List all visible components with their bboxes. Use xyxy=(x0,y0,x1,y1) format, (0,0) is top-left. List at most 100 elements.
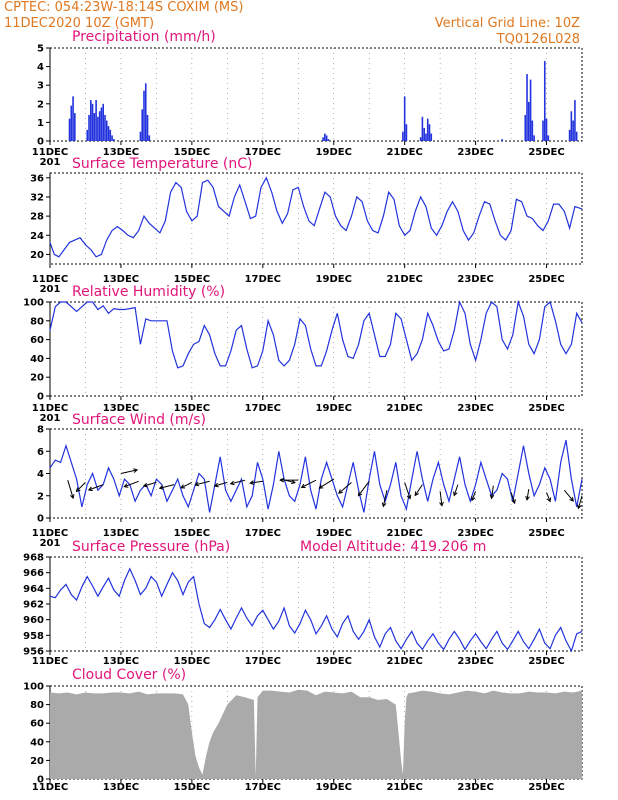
pressure-xtick-label: 17DEC xyxy=(245,656,281,667)
wind-arrow-shaft xyxy=(453,484,459,496)
pressure-frame xyxy=(49,556,583,652)
cloud-panel: 0 20 40 60 80 100 11DEC 13DEC 15DEC 17DEC 19DEC 21D… xyxy=(23,667,583,793)
wind-arrow-shaft xyxy=(120,469,138,474)
precip-bar xyxy=(425,133,427,141)
rh-xtick-label: 19DEC xyxy=(316,403,352,414)
wind-arrow-head xyxy=(511,499,516,505)
wind-arrow-shaft xyxy=(439,491,443,506)
wind-arrow-head xyxy=(142,482,148,488)
cloud-xtick-label: 17DEC xyxy=(245,782,281,793)
wind-arrow-shaft xyxy=(404,482,411,499)
precip-ytick-label: 5 xyxy=(37,44,44,55)
rh-series-line xyxy=(49,299,583,369)
wind-arrow xyxy=(279,477,299,483)
precip-bar xyxy=(547,135,550,141)
wind-arrow xyxy=(338,482,352,494)
precip-bar xyxy=(403,96,406,141)
wind-arrow xyxy=(249,480,263,485)
rh-xtick-label: 15DEC xyxy=(174,403,210,414)
precip-ytick-label: 4 xyxy=(37,62,44,73)
wind-arrow xyxy=(280,478,296,485)
wind-arrow xyxy=(563,489,574,502)
wind-arrow-shaft xyxy=(319,478,334,489)
precip-bar xyxy=(141,109,144,141)
wind-arrow-shaft xyxy=(195,480,210,486)
precip-bar xyxy=(107,126,110,141)
cloud-xtick-label: 25DEC xyxy=(528,782,564,793)
wind-arrow-head xyxy=(194,481,200,487)
precip-bar xyxy=(89,100,92,141)
wind-ytick-label: 4 xyxy=(37,469,44,480)
precip-bar xyxy=(72,96,74,141)
rh-xtick-label: 21DEC xyxy=(386,403,422,414)
precip-bar xyxy=(68,118,71,141)
precip-bar xyxy=(524,114,527,141)
cloud-xtick-label: 13DEC xyxy=(103,782,139,793)
precip-xtick-label: 25DEC xyxy=(528,147,564,158)
precip-bar xyxy=(74,113,76,141)
precip-bar xyxy=(322,137,324,141)
wind-xtick-label: 19DEC xyxy=(316,528,352,539)
precip-ytick-label: 1 xyxy=(37,118,44,129)
wind-panel: 0 2 4 6 8 11DEC 13DEC 15DEC 17DEC 19DEC 21DEC 23DEC… xyxy=(32,412,583,549)
header-date: 11DEC2020 10Z (GMT) xyxy=(4,16,154,31)
precip-bar xyxy=(148,135,151,141)
wind-arrow-head xyxy=(300,483,306,489)
wind-arrow xyxy=(180,481,193,489)
temp-xtick-label: 17DEC xyxy=(245,274,281,285)
wind-ytick-label: 0 xyxy=(37,514,44,525)
temp-xtick-label: 15DEC xyxy=(174,274,210,285)
rh-xtick-label: 17DEC xyxy=(245,403,281,414)
temp-xtick-label: 11DEC xyxy=(32,274,68,285)
pressure-series-line xyxy=(49,567,583,653)
wind-ytick-label: 6 xyxy=(37,447,44,458)
wind-arrow-shaft xyxy=(546,492,551,502)
rh-xtick-year: 201 xyxy=(40,413,61,424)
rh-xtick-label: 11DEC xyxy=(32,403,68,414)
wind-arrow-shaft xyxy=(88,484,104,491)
precip-bar xyxy=(88,114,90,141)
precip-bar xyxy=(423,127,425,141)
precip-bar xyxy=(146,114,149,141)
temp-title: Surface Temperature (nC) xyxy=(72,156,253,172)
precip-bar xyxy=(144,83,147,141)
wind-arrow xyxy=(439,491,444,507)
wind-arrow xyxy=(577,495,583,510)
wind-arrow-shaft xyxy=(491,485,494,499)
precip-bar xyxy=(572,120,574,141)
temp-ytick-label: 36 xyxy=(30,173,44,184)
wind-title: Surface Wind (m/s) xyxy=(72,412,206,428)
wind-xtick-label: 17DEC xyxy=(245,528,281,539)
pressure-xtick-label: 11DEC xyxy=(32,656,68,667)
temp-ytick-label: 32 xyxy=(30,192,44,203)
wind-arrow xyxy=(158,484,175,490)
precip-bar xyxy=(575,131,578,141)
precip-bar xyxy=(533,135,535,141)
precip-bar xyxy=(100,107,103,141)
cloud-xtick-label: 19DEC xyxy=(316,782,352,793)
wind-arrow-head xyxy=(279,477,285,483)
wind-arrow-head xyxy=(229,480,235,486)
pressure-xtick-label: 19DEC xyxy=(316,656,352,667)
wind-arrow-head xyxy=(381,502,387,508)
wind-arrow-head xyxy=(290,479,296,485)
cloud-ytick-label: 20 xyxy=(30,756,44,767)
temp-xtick-label: 13DEC xyxy=(103,274,139,285)
wind-xtick-label: 13DEC xyxy=(103,528,139,539)
temp-xtick-label: 23DEC xyxy=(457,274,493,285)
pressure-ytick-label: 960 xyxy=(23,615,44,626)
precip-bar xyxy=(86,129,89,141)
wind-arrow-shaft xyxy=(230,479,246,485)
precip-xtick-label: 11DEC xyxy=(32,147,68,158)
wind-arrow-head xyxy=(577,504,582,510)
wind-arrow-head xyxy=(406,494,412,500)
wind-ytick-label: 8 xyxy=(37,425,44,436)
cloud-ytick-label: 100 xyxy=(23,682,44,693)
precip-bar xyxy=(421,116,424,141)
wind-arrow xyxy=(123,480,139,488)
wind-arrow xyxy=(546,492,552,503)
cloud-xtick-label: 21DEC xyxy=(386,782,422,793)
wind-arrow-shaft xyxy=(301,479,317,488)
wind-xtick-label: 11DEC xyxy=(32,528,68,539)
